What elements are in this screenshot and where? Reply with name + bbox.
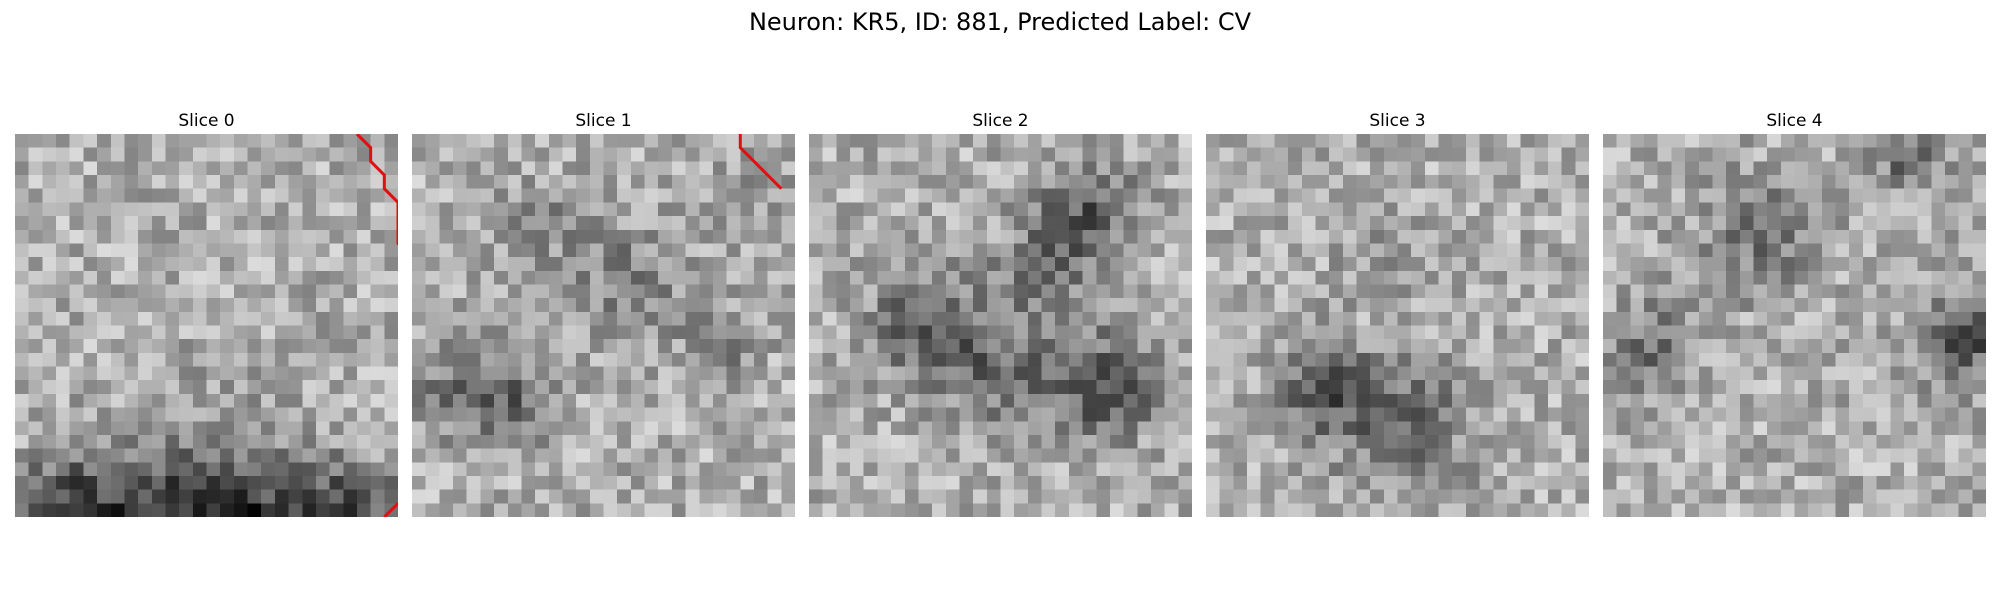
figure-title: Neuron: KR5, ID: 881, Predicted Label: C…	[748, 8, 1252, 36]
slice-image-0	[15, 134, 398, 517]
slice-title: Slice 3	[1369, 111, 1426, 131]
slice-image-3	[1206, 134, 1589, 517]
slice-title: Slice 0	[178, 111, 235, 131]
slice-panel-4: Slice 4	[1603, 108, 1986, 517]
slice-image-1	[412, 134, 795, 517]
slice-title: Slice 2	[972, 111, 1029, 131]
slice-panel-3: Slice 3	[1206, 108, 1589, 517]
slice-image-4	[1603, 134, 1986, 517]
slice-panel-2: Slice 2	[809, 108, 1192, 517]
slice-title: Slice 4	[1766, 111, 1823, 131]
slice-image-2	[809, 134, 1192, 517]
slice-title: Slice 1	[575, 111, 632, 131]
slice-panel-0: Slice 0	[15, 108, 398, 517]
slice-panel-1: Slice 1	[412, 108, 795, 517]
